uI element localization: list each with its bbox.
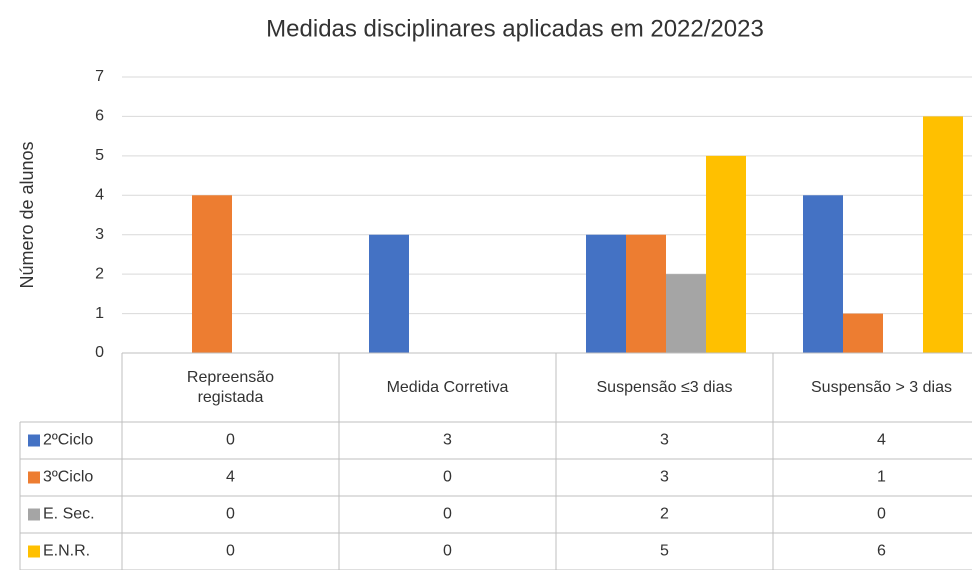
- y-tick-label: 3: [95, 226, 104, 243]
- table-value: 0: [226, 506, 235, 523]
- table-value: 4: [877, 432, 886, 449]
- y-tick-label: 1: [95, 305, 104, 322]
- legend-swatch: [28, 508, 40, 521]
- legend-label: E. Sec.: [43, 506, 95, 523]
- bar: [666, 274, 706, 353]
- bar: [706, 155, 746, 353]
- table-value: 1: [877, 469, 886, 486]
- legend-label: 2ºCiclo: [43, 432, 93, 449]
- bar: [586, 234, 626, 353]
- table-value: 5: [660, 543, 669, 560]
- y-tick-label: 4: [95, 187, 104, 204]
- x-tick-label: Suspensão ≤3 dias: [596, 378, 733, 396]
- bar: [369, 234, 409, 353]
- table-value: 0: [877, 506, 886, 523]
- bar: [192, 195, 232, 353]
- y-tick-label: 2: [95, 265, 104, 282]
- legend-swatch: [28, 471, 40, 484]
- category-label: Suspensão ≤3 dias: [556, 353, 773, 422]
- category-label: Suspensão > 3 dias: [773, 353, 972, 422]
- category-cell: Suspensão > 3 dias: [773, 353, 972, 422]
- y-tick-label: 5: [95, 147, 104, 164]
- table-value: 0: [443, 469, 452, 486]
- table-value: 3: [660, 469, 669, 486]
- table-value: 2: [660, 506, 669, 523]
- table-value: 4: [226, 469, 235, 486]
- category-cell: Repreensão registada: [122, 353, 339, 422]
- bar: [843, 313, 883, 353]
- legend-label: 3ºCiclo: [43, 469, 93, 486]
- legend-swatch: [28, 545, 40, 558]
- table-value: 6: [877, 543, 886, 560]
- table-value: 3: [660, 432, 669, 449]
- y-axis-label: Número de alunos: [17, 141, 37, 288]
- table-value: 3: [443, 432, 452, 449]
- bar: [923, 116, 963, 353]
- legend-swatch: [28, 434, 40, 447]
- bar: [626, 234, 666, 353]
- table-value: 0: [443, 543, 452, 560]
- y-tick-label: 0: [95, 344, 104, 361]
- y-tick-label: 7: [95, 68, 104, 85]
- y-tick-label: 6: [95, 108, 104, 125]
- bar: [803, 195, 843, 353]
- table-value: 0: [226, 543, 235, 560]
- legend-label: E.N.R.: [43, 543, 90, 560]
- category-cell: Suspensão ≤3 dias: [556, 353, 773, 422]
- category-label: Medida Corretiva: [339, 353, 556, 422]
- category-label: Repreensão registada: [122, 353, 339, 422]
- x-tick-label: Suspensão > 3 dias: [811, 378, 952, 396]
- category-cell: Medida Corretiva: [339, 353, 556, 422]
- chart-title: Medidas disciplinares aplicadas em 2022/…: [266, 15, 764, 42]
- x-tick-label: Medida Corretiva: [386, 378, 509, 396]
- table-value: 0: [226, 432, 235, 449]
- x-tick-label: Repreensão registada: [186, 368, 275, 406]
- table-value: 0: [443, 506, 452, 523]
